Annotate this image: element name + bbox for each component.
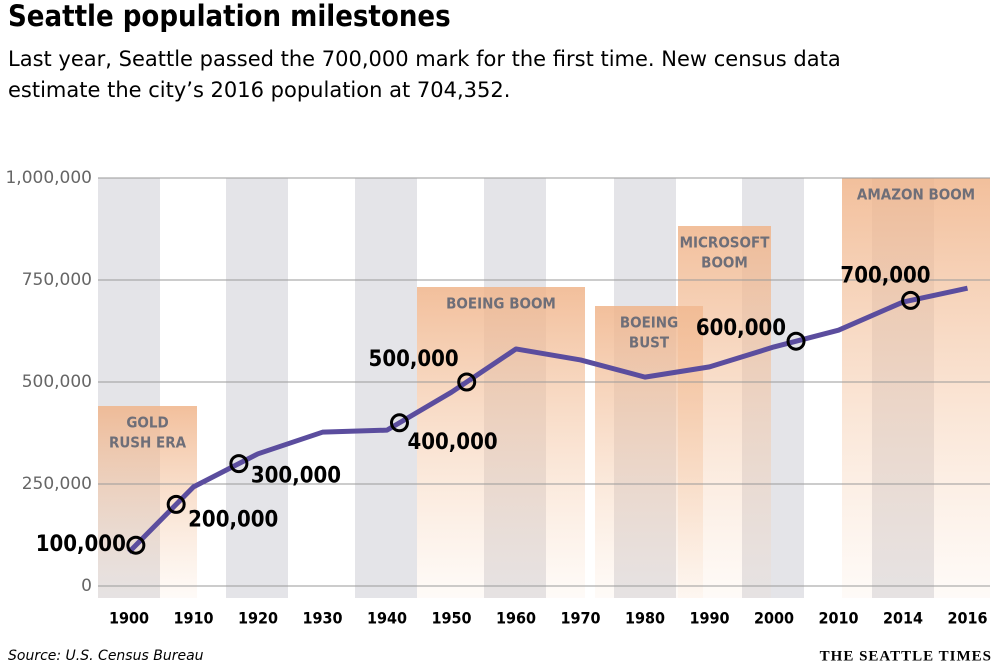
milestone-marker <box>786 331 806 351</box>
source: Source: U.S. Census Bureau <box>8 648 204 664</box>
era-label: RUSH ERA <box>109 434 187 452</box>
x-tick-label: 1950 <box>431 609 471 628</box>
credit: THE SEATTLE TIMES <box>820 648 992 664</box>
x-tick-label: 2000 <box>754 609 794 628</box>
milestone-marker <box>389 413 409 433</box>
milestone-marker <box>901 290 921 310</box>
milestone-marker <box>126 535 146 555</box>
era-label: BUST <box>629 334 670 352</box>
milestone-marker <box>166 494 186 514</box>
y-tick-label: 750,000 <box>22 270 92 290</box>
era-band <box>678 226 771 598</box>
milestone-label: 200,000 <box>188 507 278 532</box>
x-tick-label: 2016 <box>947 609 987 628</box>
x-tick-label: 1970 <box>560 609 600 628</box>
line <box>127 285 969 554</box>
era-label: BOOM <box>701 254 748 272</box>
era-band <box>842 178 990 598</box>
x-tick-label: 1900 <box>109 609 149 628</box>
y-tick-label: 500,000 <box>22 372 92 392</box>
y-tick-label: 1,000,000 <box>5 168 92 188</box>
era-label: BOEING <box>620 314 678 332</box>
x-tick-label: 1920 <box>238 609 278 628</box>
x-tick-label: 1960 <box>496 609 536 628</box>
x-tick-label: 1980 <box>625 609 665 628</box>
subtitle: estimate the city’s 2016 population at 7… <box>8 78 510 102</box>
era-label: AMAZON BOOM <box>857 186 975 204</box>
chart-title: Seattle population milestones <box>8 0 451 33</box>
x-tick-label: 1910 <box>173 609 213 628</box>
x-tick-label: 2010 <box>818 609 858 628</box>
milestone-label: 400,000 <box>407 430 497 455</box>
y-tick-label: 250,000 <box>22 474 92 494</box>
subtitle: Last year, Seattle passed the 700,000 ma… <box>8 47 841 71</box>
x-tick-label: 2014 <box>883 609 923 628</box>
y-tick-label: 0 <box>81 576 92 596</box>
x-tick-label: 1940 <box>367 609 407 628</box>
milestone-marker <box>229 454 249 474</box>
x-tick-label: 1930 <box>302 609 342 628</box>
era-label: MICROSOFT <box>680 234 771 252</box>
milestone-label: 700,000 <box>840 263 930 288</box>
milestone-label: 500,000 <box>369 347 459 372</box>
era-band <box>417 287 585 598</box>
era-label: GOLD <box>126 414 168 432</box>
milestone-marker <box>457 372 477 392</box>
milestone-label: 600,000 <box>696 316 786 341</box>
milestone-label: 100,000 <box>36 532 126 557</box>
milestone-label: 300,000 <box>251 464 341 489</box>
era-label: BOEING BOOM <box>446 295 556 313</box>
x-tick-label: 1990 <box>689 609 729 628</box>
